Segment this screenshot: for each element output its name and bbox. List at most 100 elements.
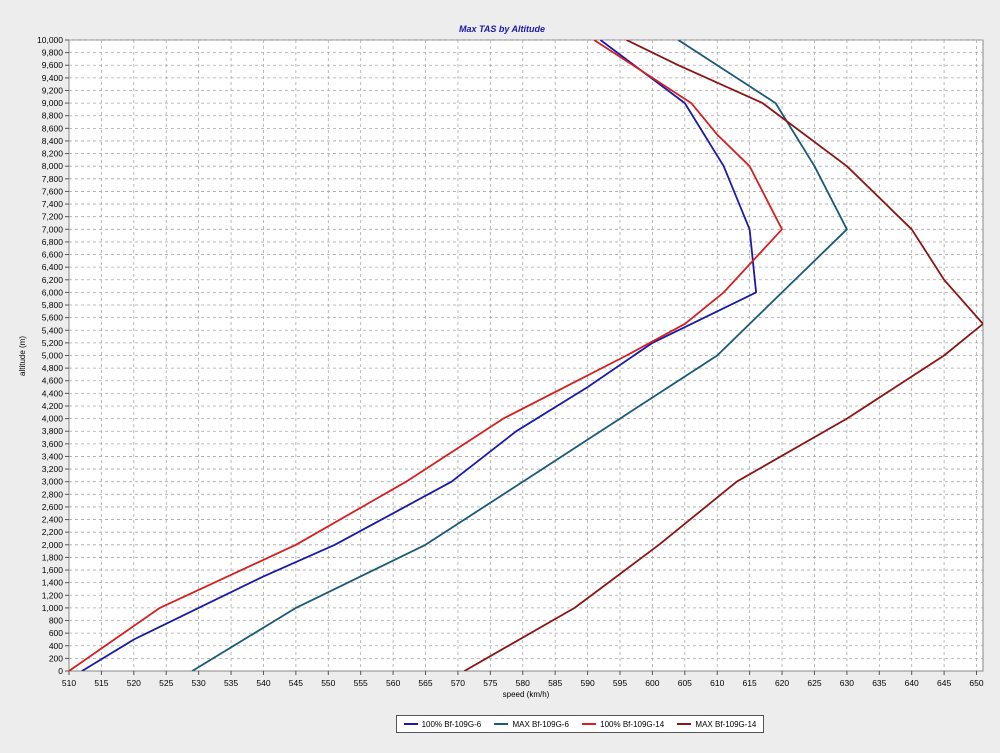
y-tick-label: 200 (49, 653, 63, 663)
x-tick-label: 630 (840, 678, 854, 688)
series-line-1 (81, 40, 757, 671)
y-tick-label: 8,600 (42, 123, 64, 133)
y-tick-label: 3,800 (42, 426, 64, 436)
y-tick-label: 1,200 (42, 590, 64, 600)
x-tick-label: 520 (127, 678, 141, 688)
legend-item-3: 100% Bf-109G-14 (582, 720, 664, 729)
y-tick-label: 7,200 (42, 212, 64, 222)
y-tick-label: 4,600 (42, 376, 64, 386)
y-tick-label: 8,000 (42, 161, 64, 171)
x-tick-label: 625 (807, 678, 821, 688)
x-tick-label: 565 (418, 678, 432, 688)
y-tick-label: 600 (49, 628, 63, 638)
y-tick-label: 9,000 (42, 98, 64, 108)
y-tick-label: 5,400 (42, 325, 64, 335)
y-tick-label: 5,600 (42, 313, 64, 323)
y-tick-label: 9,600 (42, 60, 64, 70)
y-tick-label: 8,400 (42, 136, 64, 146)
x-tick-label: 585 (548, 678, 562, 688)
y-tick-label: 8,800 (42, 111, 64, 121)
x-tick-label: 610 (710, 678, 724, 688)
y-tick-label: 3,200 (42, 464, 64, 474)
y-tick-label: 4,400 (42, 388, 64, 398)
x-tick-label: 525 (159, 678, 173, 688)
chart-title: Max TAS by Altitude (459, 24, 545, 34)
x-tick-label: 600 (645, 678, 659, 688)
y-tick-label: 7,600 (42, 186, 64, 196)
y-tick-label: 7,000 (42, 224, 64, 234)
y-tick-label: 3,000 (42, 477, 64, 487)
x-tick-label: 535 (224, 678, 238, 688)
y-tick-label: 4,200 (42, 401, 64, 411)
y-tick-label: 4,800 (42, 363, 64, 373)
series-line-2 (191, 40, 848, 671)
x-tick-label: 515 (94, 678, 108, 688)
x-tick-label: 545 (289, 678, 303, 688)
legend-label: MAX Bf-109G-6 (512, 719, 569, 729)
x-tick-label: 605 (678, 678, 692, 688)
x-tick-label: 510 (62, 678, 76, 688)
y-tick-label: 2,600 (42, 502, 64, 512)
legend-swatch (494, 723, 509, 725)
legend-item-2: MAX Bf-109G-6 (494, 719, 569, 729)
y-tick-label: 7,800 (42, 174, 64, 184)
legend-label: 100% Bf-109G-14 (600, 719, 665, 729)
y-tick-label: 800 (49, 616, 63, 626)
y-tick-label: 5,000 (42, 351, 64, 361)
x-tick-label: 570 (451, 678, 465, 688)
x-tick-label: 595 (613, 678, 627, 688)
y-tick-label: 5,200 (42, 338, 64, 348)
x-tick-label: 590 (580, 678, 594, 688)
y-tick-label: 9,800 (42, 48, 64, 58)
y-tick-label: 9,400 (42, 73, 64, 83)
y-tick-label: 6,800 (42, 237, 64, 247)
legend-swatch (403, 723, 418, 725)
x-tick-label: 530 (192, 678, 206, 688)
y-tick-label: 2,000 (42, 540, 64, 550)
legend: 100% Bf-109G-6 MAX Bf-109G-6 100% Bf-109G-… (396, 715, 764, 733)
y-tick-label: 400 (49, 641, 63, 651)
x-tick-label: 575 (483, 678, 497, 688)
y-tick-label: 7,400 (42, 199, 64, 209)
x-tick-label: 650 (969, 678, 983, 688)
legend-swatch (582, 723, 597, 725)
x-tick-label: 550 (321, 678, 335, 688)
series-line-4 (463, 40, 983, 671)
y-tick-label: 9,200 (42, 85, 64, 95)
y-tick-label: 2,400 (42, 515, 64, 525)
x-tick-label: 615 (743, 678, 757, 688)
y-tick-label: 10,000 (37, 35, 63, 45)
y-tick-label: 8,200 (42, 149, 64, 159)
x-tick-label: 635 (872, 678, 886, 688)
x-tick-label: 555 (354, 678, 368, 688)
y-tick-label: 3,400 (42, 451, 64, 461)
x-tick-label: 580 (516, 678, 530, 688)
y-tick-label: 2,200 (42, 527, 64, 537)
legend-label: 100% Bf-109G-6 (421, 719, 482, 729)
x-tick-label: 645 (937, 678, 951, 688)
y-tick-label: 1,000 (42, 603, 64, 613)
y-tick-label: 2,800 (42, 489, 64, 499)
y-tick-label: 0 (58, 666, 63, 676)
x-tick-label: 560 (386, 678, 400, 688)
x-tick-label: 640 (905, 678, 919, 688)
series-line-3 (69, 40, 783, 671)
y-tick-label: 6,400 (42, 262, 64, 272)
y-tick-label: 1,600 (42, 565, 64, 575)
x-tick-label: 620 (775, 678, 789, 688)
y-tick-label: 1,800 (42, 552, 64, 562)
legend-swatch (677, 723, 692, 725)
legend-item-4: MAX Bf-109G-14 (677, 720, 756, 729)
y-tick-label: 1,400 (42, 578, 64, 588)
y-tick-label: 6,000 (42, 287, 64, 297)
y-tick-label: 6,600 (42, 250, 64, 260)
y-tick-label: 5,800 (42, 300, 64, 310)
y-tick-label: 6,200 (42, 275, 64, 285)
y-axis-label: altitude (m) (18, 336, 27, 376)
legend-label: MAX Bf-109G-14 (695, 719, 757, 729)
x-axis-label: speed (km/h) (503, 690, 550, 699)
x-tick-label: 540 (256, 678, 270, 688)
y-tick-label: 4,000 (42, 414, 64, 424)
